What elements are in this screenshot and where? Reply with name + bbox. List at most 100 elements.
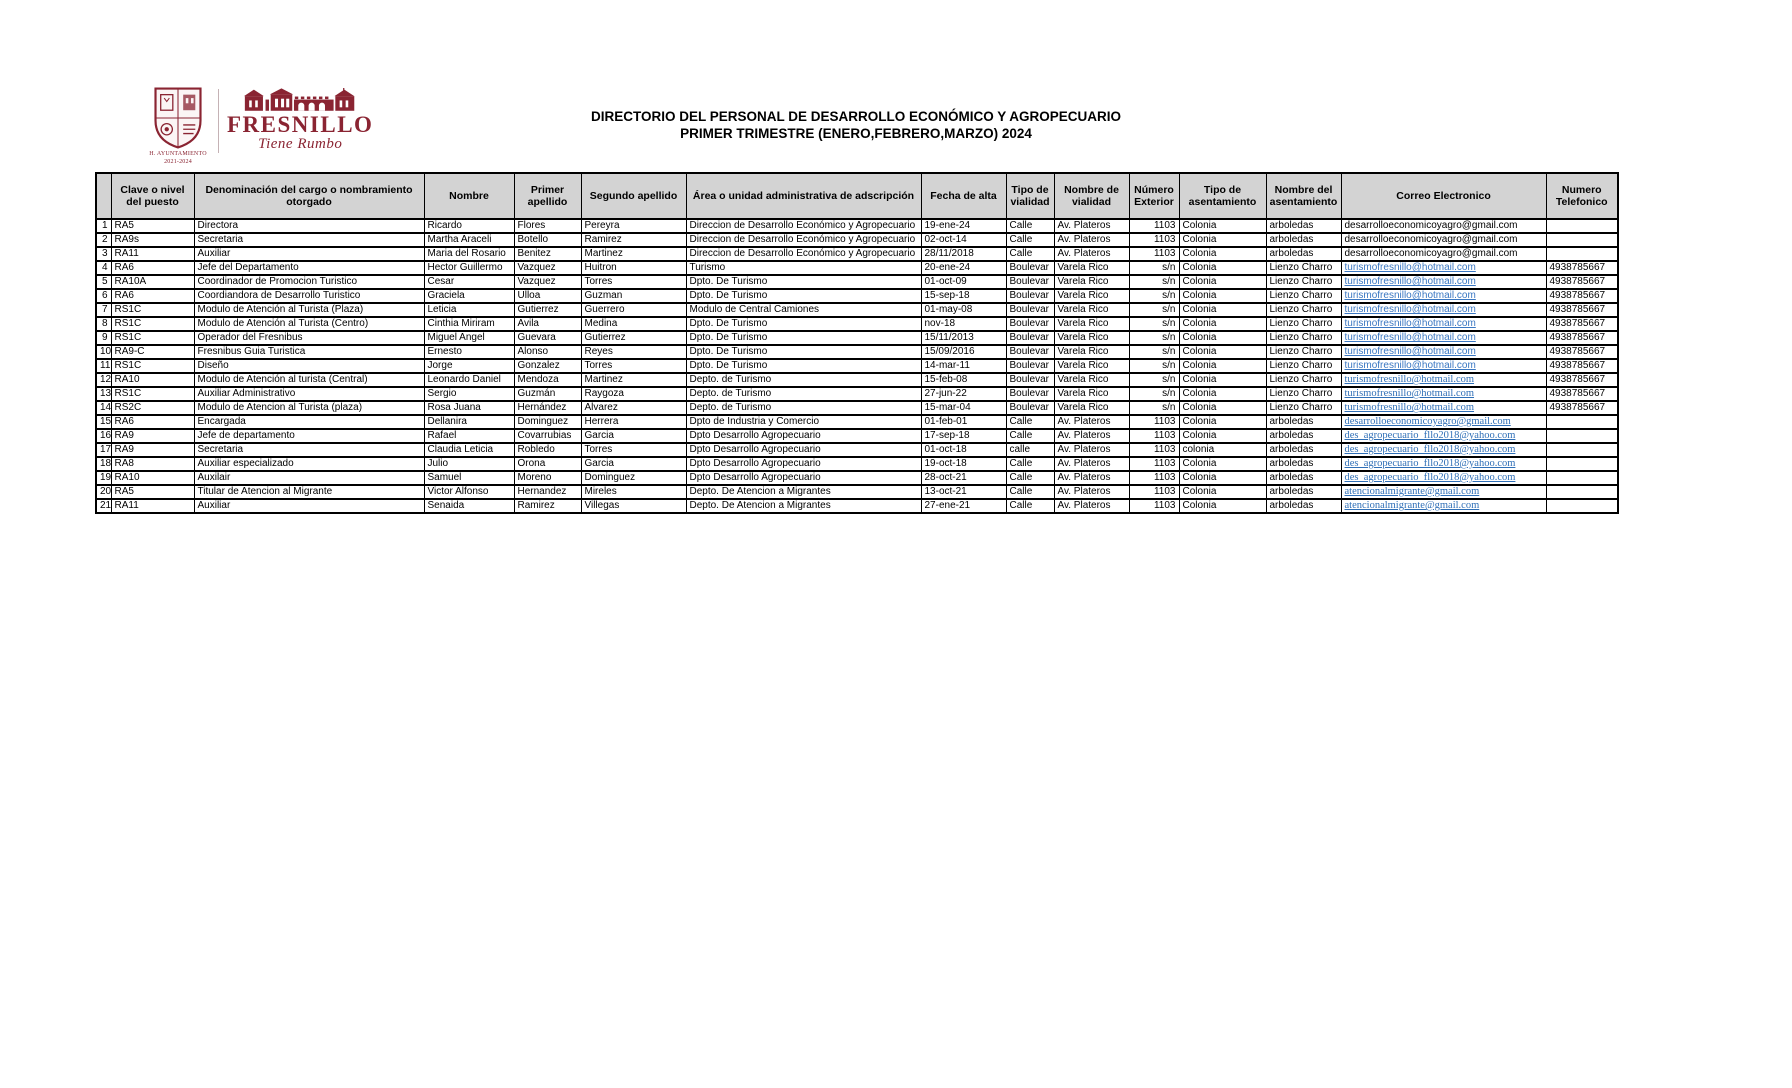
- cell-area: Modulo de Central Camiones: [685, 302, 922, 318]
- cell-segundo: Mireles: [580, 484, 687, 500]
- cell-nombre: Dellanira: [423, 414, 515, 430]
- cell-num_ext: s/n: [1128, 358, 1180, 374]
- cell-tipo_vial: Boulevar: [1005, 260, 1055, 276]
- cell-area: Depto. De Atencion a Migrantes: [685, 498, 922, 514]
- email-link[interactable]: turismofresnillo@hotmail.com: [1344, 276, 1476, 287]
- cell-segundo: Villegas: [580, 498, 687, 514]
- cell-num: 14: [95, 400, 112, 416]
- cell-clave: RS1C: [110, 386, 195, 402]
- cell-nombre: Graciela: [423, 288, 515, 304]
- column-header-cargo: Denominación del cargo o nombramiento ot…: [193, 172, 425, 220]
- logo-tagline: Tiene Rumbo: [258, 136, 343, 152]
- cell-segundo: Torres: [580, 274, 687, 290]
- cell-tel: 4938785667: [1545, 344, 1619, 360]
- email-link[interactable]: turismofresnillo@hotmail.com: [1344, 290, 1476, 301]
- column-header-tel: Numero Telefonico: [1545, 172, 1619, 220]
- cell-num: 17: [95, 442, 112, 458]
- cell-segundo: Martinez: [580, 246, 687, 262]
- cell-primer: Covarrubias: [513, 428, 582, 444]
- cell-segundo: Torres: [580, 358, 687, 374]
- email-link[interactable]: turismofresnillo@hotmail.com: [1344, 318, 1476, 329]
- email-link[interactable]: turismofresnillo@hotmail.com: [1344, 374, 1475, 385]
- email-link[interactable]: turismofresnillo@hotmail.com: [1344, 332, 1476, 343]
- cell-fecha: 01-oct-18: [920, 442, 1007, 458]
- cell-num: 9: [95, 330, 112, 346]
- cell-tipo_vial: Calle: [1005, 484, 1055, 500]
- column-header-num_ext: Número Exterior: [1128, 172, 1180, 220]
- cell-fecha: 28-oct-21: [920, 470, 1007, 486]
- cell-clave: RA9-C: [110, 344, 195, 360]
- cell-nombre: Martha Araceli: [423, 232, 515, 248]
- table-row: 6 RA6 Coordiandora de Desarrollo Turistico…: [95, 288, 1619, 304]
- email-link[interactable]: turismofresnillo@hotmail.com: [1344, 262, 1476, 273]
- cell-num_ext: 1103: [1128, 218, 1180, 234]
- cell-clave: RA5: [110, 218, 195, 234]
- cell-clave: RA6: [110, 288, 195, 304]
- email-link[interactable]: turismofresnillo@hotmail.com: [1344, 360, 1476, 371]
- cell-area: Depto. de Turismo: [685, 372, 922, 388]
- cell-tel: [1545, 498, 1619, 514]
- cell-fecha: 15/09/2016: [920, 344, 1007, 360]
- cell-segundo: Garcia: [580, 428, 687, 444]
- cell-fecha: 27-ene-21: [920, 498, 1007, 514]
- email-link[interactable]: desarrolloeconomicoyagro@gmail.com: [1344, 416, 1511, 427]
- column-header-fecha: Fecha de alta: [920, 172, 1007, 220]
- table-row: 1 RA5 Directora Ricardo Flores Pereyra Direcci…: [95, 218, 1619, 234]
- cell-cargo: Modulo de Atencion al Turista (plaza): [193, 400, 425, 416]
- cell-cargo: Secretaria: [193, 232, 425, 248]
- email-link[interactable]: turismofresnillo@hotmail.com: [1344, 346, 1476, 357]
- cell-area: Dpto Desarrollo Agropecuario: [685, 428, 922, 444]
- cell-fecha: nov-18: [920, 316, 1007, 332]
- document-title-line2: PRIMER TRIMESTRE (ENERO,FEBRERO,MARZO) 2…: [680, 126, 1032, 141]
- cell-nombre_vial: Av. Plateros: [1053, 428, 1130, 444]
- cell-area: Dpto Desarrollo Agropecuario: [685, 442, 922, 458]
- cell-tipo_asent: Colonia: [1178, 456, 1267, 472]
- cell-tel: 4938785667: [1545, 288, 1619, 304]
- cell-nombre_asent: arboledas: [1265, 414, 1342, 430]
- cell-clave: RA5: [110, 484, 195, 500]
- cell-area: Dpto. De Turismo: [685, 344, 922, 360]
- cell-nombre_vial: Varela Rico: [1053, 372, 1130, 388]
- cell-num: 11: [95, 358, 112, 374]
- cell-segundo: Alvarez: [580, 400, 687, 416]
- logo-divider: [218, 89, 219, 153]
- cell-tipo_asent: Colonia: [1178, 470, 1267, 486]
- cell-primer: Guevara: [513, 330, 582, 346]
- cell-area: Dpto Desarrollo Agropecuario: [685, 470, 922, 486]
- cell-cargo: Coordinador de Promocion Turistico: [193, 274, 425, 290]
- table-row: 14 RS2C Modulo de Atencion al Turista (pla…: [95, 400, 1619, 416]
- cell-tipo_vial: Boulevar: [1005, 400, 1055, 416]
- email-link[interactable]: atencionalmigrante@gmail.com: [1344, 500, 1480, 511]
- email-link[interactable]: atencionalmigrante@gmail.com: [1344, 486, 1480, 497]
- cell-num: 13: [95, 386, 112, 402]
- table-row: 10 RA9-C Fresnibus Guia Turistica Ernesto Al…: [95, 344, 1619, 360]
- cell-segundo: Dominguez: [580, 470, 687, 486]
- cell-nombre_asent: arboledas: [1265, 470, 1342, 486]
- column-header-correo: Correo Electronico: [1340, 172, 1547, 220]
- email-link[interactable]: turismofresnillo@hotmail.com: [1344, 304, 1476, 315]
- cell-tipo_vial: Calle: [1005, 498, 1055, 514]
- cell-clave: RS1C: [110, 358, 195, 374]
- cell-segundo: Medina: [580, 316, 687, 332]
- cell-nombre_vial: Av. Plateros: [1053, 218, 1130, 234]
- cell-num_ext: s/n: [1128, 372, 1180, 388]
- cell-area: Dpto Desarrollo Agropecuario: [685, 456, 922, 472]
- email-link[interactable]: des_agropecuario_fllo2018@yahoo.com: [1344, 472, 1516, 483]
- cell-nombre_asent: arboledas: [1265, 428, 1342, 444]
- cell-nombre: Rafael: [423, 428, 515, 444]
- cell-area: Dpto. De Turismo: [685, 288, 922, 304]
- email-link[interactable]: des_agropecuario_fllo2018@yahoo.com: [1344, 444, 1516, 455]
- cell-area: Direccion de Desarrollo Económico y Agro…: [685, 232, 922, 248]
- email-link[interactable]: turismofresnillo@hotmail.com: [1344, 388, 1475, 399]
- cell-primer: Benitez: [513, 246, 582, 262]
- cell-cargo: Auxilair: [193, 470, 425, 486]
- cell-primer: Mendoza: [513, 372, 582, 388]
- cell-tipo_vial: Calle: [1005, 232, 1055, 248]
- cell-tipo_asent: Colonia: [1178, 428, 1267, 444]
- cell-fecha: 01-oct-09: [920, 274, 1007, 290]
- email-link[interactable]: des_agropecuario_fllo2018@yahoo.com: [1344, 430, 1516, 441]
- directory-table: Clave o nivel del puesto Denominación del…: [95, 172, 1619, 514]
- cell-tipo_vial: Boulevar: [1005, 330, 1055, 346]
- email-link[interactable]: des_agropecuario_fllo2018@yahoo.com: [1344, 458, 1516, 469]
- email-link[interactable]: turismofresnillo@hotmail.com: [1344, 402, 1475, 413]
